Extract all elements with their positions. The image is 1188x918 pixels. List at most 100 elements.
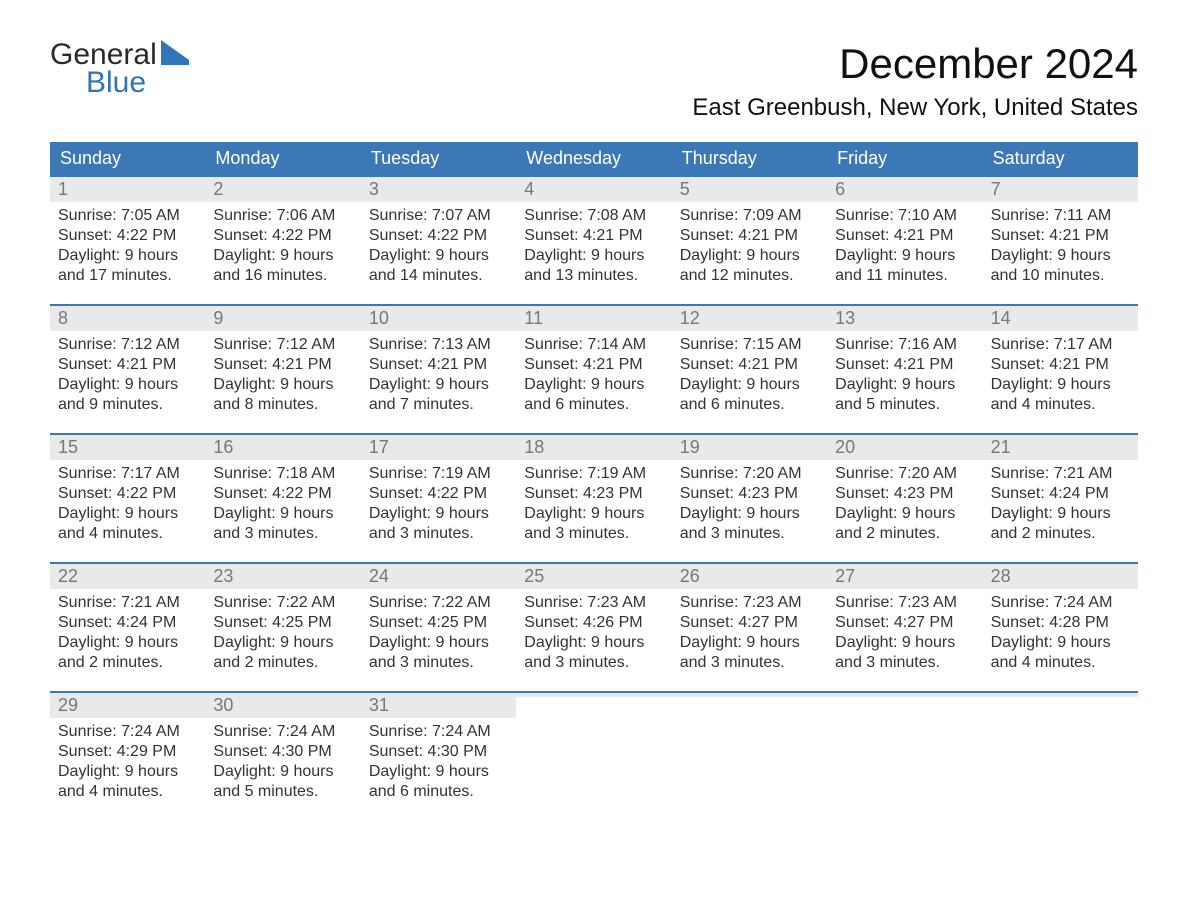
day-sunrise: Sunrise: 7:18 AM bbox=[213, 464, 354, 484]
calendar-day: 26Sunrise: 7:23 AMSunset: 4:27 PMDayligh… bbox=[672, 564, 827, 673]
day-details: Sunrise: 7:07 AMSunset: 4:22 PMDaylight:… bbox=[361, 202, 516, 286]
day-sunset: Sunset: 4:25 PM bbox=[213, 613, 354, 633]
logo: General Blue bbox=[50, 40, 195, 98]
day-sunset: Sunset: 4:21 PM bbox=[369, 355, 510, 375]
day-sunset: Sunset: 4:22 PM bbox=[213, 484, 354, 504]
day-daylight1: Daylight: 9 hours bbox=[524, 633, 665, 653]
day-daylight2: and 11 minutes. bbox=[835, 266, 976, 286]
day-daylight2: and 4 minutes. bbox=[991, 395, 1132, 415]
day-sunset: Sunset: 4:21 PM bbox=[213, 355, 354, 375]
day-daylight2: and 4 minutes. bbox=[58, 782, 199, 802]
day-number: 4 bbox=[516, 177, 671, 202]
day-sunset: Sunset: 4:21 PM bbox=[991, 226, 1132, 246]
calendar-day: 28Sunrise: 7:24 AMSunset: 4:28 PMDayligh… bbox=[983, 564, 1138, 673]
day-number: 13 bbox=[827, 306, 982, 331]
day-number: 22 bbox=[50, 564, 205, 589]
calendar-week: 8Sunrise: 7:12 AMSunset: 4:21 PMDaylight… bbox=[50, 304, 1138, 415]
day-sunrise: Sunrise: 7:21 AM bbox=[991, 464, 1132, 484]
calendar-day: 18Sunrise: 7:19 AMSunset: 4:23 PMDayligh… bbox=[516, 435, 671, 544]
day-details: Sunrise: 7:12 AMSunset: 4:21 PMDaylight:… bbox=[50, 331, 205, 415]
day-sunset: Sunset: 4:21 PM bbox=[835, 226, 976, 246]
day-details: Sunrise: 7:15 AMSunset: 4:21 PMDaylight:… bbox=[672, 331, 827, 415]
day-daylight2: and 7 minutes. bbox=[369, 395, 510, 415]
day-daylight2: and 14 minutes. bbox=[369, 266, 510, 286]
day-daylight1: Daylight: 9 hours bbox=[58, 762, 199, 782]
day-daylight2: and 6 minutes. bbox=[680, 395, 821, 415]
day-number: 16 bbox=[205, 435, 360, 460]
day-daylight2: and 2 minutes. bbox=[58, 653, 199, 673]
day-sunset: Sunset: 4:22 PM bbox=[213, 226, 354, 246]
day-sunset: Sunset: 4:21 PM bbox=[680, 226, 821, 246]
day-sunset: Sunset: 4:24 PM bbox=[991, 484, 1132, 504]
calendar-day: 10Sunrise: 7:13 AMSunset: 4:21 PMDayligh… bbox=[361, 306, 516, 415]
day-number: 24 bbox=[361, 564, 516, 589]
day-sunset: Sunset: 4:21 PM bbox=[58, 355, 199, 375]
day-sunset: Sunset: 4:22 PM bbox=[369, 484, 510, 504]
day-sunrise: Sunrise: 7:12 AM bbox=[58, 335, 199, 355]
calendar-day: 2Sunrise: 7:06 AMSunset: 4:22 PMDaylight… bbox=[205, 177, 360, 286]
day-sunrise: Sunrise: 7:24 AM bbox=[58, 722, 199, 742]
day-number: 30 bbox=[205, 693, 360, 718]
day-details: Sunrise: 7:21 AMSunset: 4:24 PMDaylight:… bbox=[983, 460, 1138, 544]
day-sunrise: Sunrise: 7:24 AM bbox=[991, 593, 1132, 613]
weekday-label: Tuesday bbox=[361, 142, 516, 177]
day-daylight2: and 2 minutes. bbox=[213, 653, 354, 673]
day-number: 14 bbox=[983, 306, 1138, 331]
day-daylight1: Daylight: 9 hours bbox=[369, 375, 510, 395]
day-daylight1: Daylight: 9 hours bbox=[369, 504, 510, 524]
calendar-day: 9Sunrise: 7:12 AMSunset: 4:21 PMDaylight… bbox=[205, 306, 360, 415]
calendar-day: 20Sunrise: 7:20 AMSunset: 4:23 PMDayligh… bbox=[827, 435, 982, 544]
day-sunrise: Sunrise: 7:24 AM bbox=[369, 722, 510, 742]
calendar-week: 1Sunrise: 7:05 AMSunset: 4:22 PMDaylight… bbox=[50, 177, 1138, 286]
day-daylight1: Daylight: 9 hours bbox=[213, 504, 354, 524]
day-details: Sunrise: 7:16 AMSunset: 4:21 PMDaylight:… bbox=[827, 331, 982, 415]
day-daylight1: Daylight: 9 hours bbox=[991, 633, 1132, 653]
day-sunrise: Sunrise: 7:22 AM bbox=[369, 593, 510, 613]
day-daylight2: and 5 minutes. bbox=[213, 782, 354, 802]
header-bar: General Blue December 2024 East Greenbus… bbox=[50, 40, 1138, 122]
day-daylight1: Daylight: 9 hours bbox=[369, 246, 510, 266]
day-number: 12 bbox=[672, 306, 827, 331]
day-sunset: Sunset: 4:27 PM bbox=[680, 613, 821, 633]
day-details: Sunrise: 7:12 AMSunset: 4:21 PMDaylight:… bbox=[205, 331, 360, 415]
day-number: 3 bbox=[361, 177, 516, 202]
day-details: Sunrise: 7:24 AMSunset: 4:29 PMDaylight:… bbox=[50, 718, 205, 802]
day-details: Sunrise: 7:05 AMSunset: 4:22 PMDaylight:… bbox=[50, 202, 205, 286]
logo-line2: Blue bbox=[86, 68, 157, 98]
calendar-day: 14Sunrise: 7:17 AMSunset: 4:21 PMDayligh… bbox=[983, 306, 1138, 415]
day-details: Sunrise: 7:21 AMSunset: 4:24 PMDaylight:… bbox=[50, 589, 205, 673]
day-sunrise: Sunrise: 7:17 AM bbox=[991, 335, 1132, 355]
day-details: Sunrise: 7:17 AMSunset: 4:22 PMDaylight:… bbox=[50, 460, 205, 544]
day-number: 17 bbox=[361, 435, 516, 460]
day-daylight2: and 13 minutes. bbox=[524, 266, 665, 286]
day-sunset: Sunset: 4:27 PM bbox=[835, 613, 976, 633]
calendar-day: 6Sunrise: 7:10 AMSunset: 4:21 PMDaylight… bbox=[827, 177, 982, 286]
day-number: 21 bbox=[983, 435, 1138, 460]
day-daylight2: and 3 minutes. bbox=[524, 524, 665, 544]
day-daylight1: Daylight: 9 hours bbox=[58, 504, 199, 524]
day-details: Sunrise: 7:22 AMSunset: 4:25 PMDaylight:… bbox=[205, 589, 360, 673]
day-daylight2: and 3 minutes. bbox=[524, 653, 665, 673]
day-daylight1: Daylight: 9 hours bbox=[369, 762, 510, 782]
day-details: Sunrise: 7:24 AMSunset: 4:30 PMDaylight:… bbox=[361, 718, 516, 802]
day-sunrise: Sunrise: 7:11 AM bbox=[991, 206, 1132, 226]
day-sunrise: Sunrise: 7:19 AM bbox=[369, 464, 510, 484]
day-daylight2: and 6 minutes. bbox=[369, 782, 510, 802]
day-daylight1: Daylight: 9 hours bbox=[58, 375, 199, 395]
day-daylight2: and 3 minutes. bbox=[680, 653, 821, 673]
day-number: 27 bbox=[827, 564, 982, 589]
calendar-day: 8Sunrise: 7:12 AMSunset: 4:21 PMDaylight… bbox=[50, 306, 205, 415]
calendar-day bbox=[516, 693, 671, 802]
day-number: 8 bbox=[50, 306, 205, 331]
calendar-day: 3Sunrise: 7:07 AMSunset: 4:22 PMDaylight… bbox=[361, 177, 516, 286]
day-daylight2: and 9 minutes. bbox=[58, 395, 199, 415]
weekday-label: Wednesday bbox=[516, 142, 671, 177]
day-sunrise: Sunrise: 7:20 AM bbox=[680, 464, 821, 484]
day-number: 29 bbox=[50, 693, 205, 718]
calendar-day: 17 Sunrise: 7:19 AMSunset: 4:22 PMDayligh… bbox=[361, 435, 516, 544]
day-sunset: Sunset: 4:22 PM bbox=[58, 226, 199, 246]
day-number: 28 bbox=[983, 564, 1138, 589]
day-daylight2: and 2 minutes. bbox=[991, 524, 1132, 544]
day-daylight2: and 10 minutes. bbox=[991, 266, 1132, 286]
day-daylight2: and 2 minutes. bbox=[835, 524, 976, 544]
